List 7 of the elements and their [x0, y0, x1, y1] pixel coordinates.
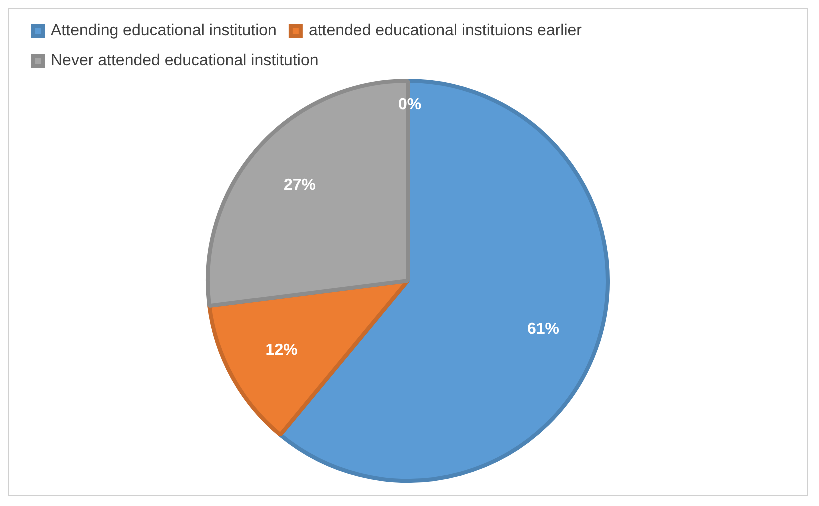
data-label: 27% [284, 177, 316, 194]
legend-label: attended educational instituions earlier [308, 22, 583, 40]
text: 0% [398, 96, 422, 114]
legend-label: Never attended educational institution [51, 52, 319, 70]
data-label: 12% [266, 342, 298, 359]
data-label: 61% [527, 321, 560, 338]
legend-label: Attending educational institution [51, 22, 277, 40]
